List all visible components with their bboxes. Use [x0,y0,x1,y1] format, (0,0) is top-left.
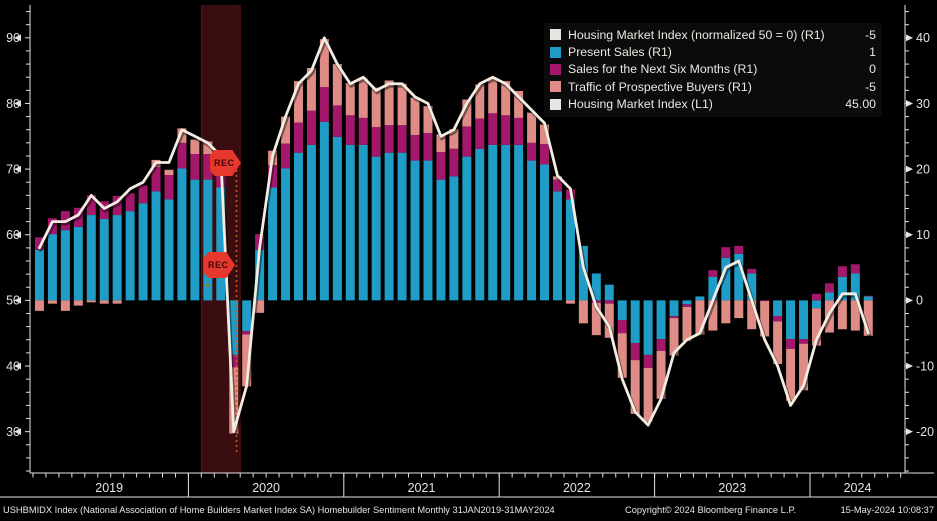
svg-text:80: 80 [6,97,20,111]
x-axis-year-label: 2021 [408,481,436,495]
legend-label: Housing Market Index (normalized 50 = 0)… [568,27,825,42]
x-axis-year-label: 2019 [95,481,123,495]
svg-text:-20: -20 [916,425,934,439]
legend-color-swatch [550,81,561,93]
chart-footer: USHBMIDX Index (National Association of … [0,499,937,521]
legend-value: 1 [869,45,876,60]
legend-item[interactable]: Traffic of Prospective Buyers (R1) -5 [550,78,876,95]
legend-item[interactable]: Housing Market Index (normalized 50 = 0)… [550,26,876,43]
legend-color-swatch [550,63,561,75]
legend-label: Housing Market Index (L1) [568,97,713,112]
legend-label: Present Sales (R1) [568,45,672,60]
legend-value: -5 [865,79,876,94]
legend-color-swatch [550,46,561,58]
legend-color-swatch [550,29,561,41]
legend-value: 0 [869,62,876,77]
legend-label: Sales for the Next Six Months (R1) [568,62,758,77]
footer-timestamp: 15-May-2024 10:08:37 [840,505,934,515]
marker-dot [206,284,209,287]
x-axis-year-label: 2022 [563,481,591,495]
svg-text:60: 60 [6,228,20,242]
legend-label: Traffic of Prospective Buyers (R1) [568,79,752,94]
x-axis-year-label: 2020 [252,481,280,495]
svg-text:30: 30 [6,425,20,439]
legend-value: -5 [865,27,876,42]
chart-legend: Housing Market Index (normalized 50 = 0)… [544,23,882,117]
x-axis-year-label: 2024 [844,481,872,495]
legend-item[interactable]: Housing Market Index (L1) 45.00 [550,96,876,113]
footer-copyright: Copyright© 2024 Bloomberg Finance L.P. [625,505,797,515]
svg-text:70: 70 [6,162,20,176]
footer-security-description: USHBMIDX Index (National Association of … [3,505,555,515]
svg-text:40: 40 [6,359,20,373]
legend-item[interactable]: Sales for the Next Six Months (R1) 0 [550,61,876,78]
svg-text:-10: -10 [916,359,934,373]
svg-text:40: 40 [916,31,930,45]
svg-text:90: 90 [6,31,20,45]
legend-value: 45.00 [845,97,876,112]
svg-text:50: 50 [6,294,20,308]
svg-text:10: 10 [916,228,930,242]
legend-item[interactable]: Present Sales (R1) 1 [550,43,876,60]
svg-text:0: 0 [916,294,923,308]
x-axis-year-label: 2023 [718,481,746,495]
svg-text:20: 20 [916,162,930,176]
svg-text:30: 30 [916,97,930,111]
legend-color-swatch [550,98,561,110]
